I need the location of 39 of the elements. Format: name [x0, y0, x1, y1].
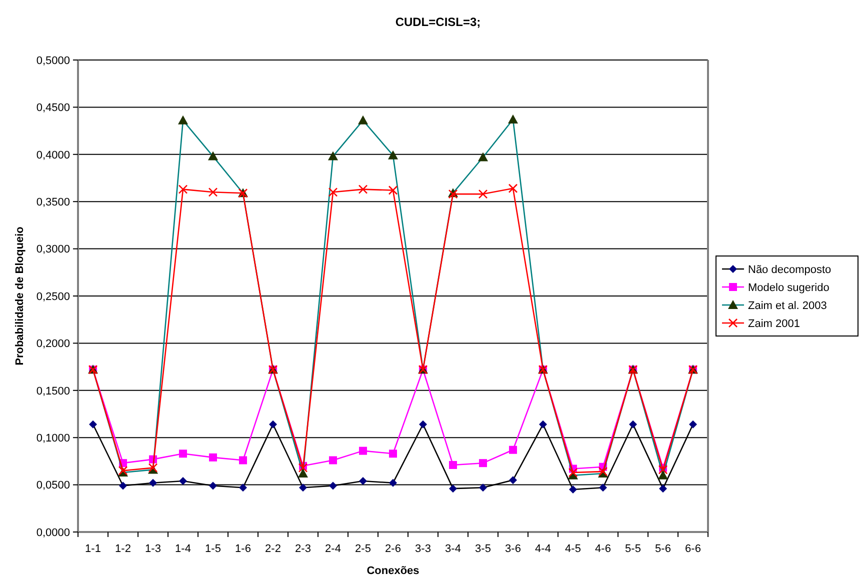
x-tick-label: 2-3: [295, 543, 311, 555]
x-tick-label: 4-6: [595, 543, 611, 555]
x-tick-label: 5-6: [655, 543, 671, 555]
y-tick-label: 0,3000: [36, 244, 70, 256]
x-tick-label: 1-4: [175, 543, 191, 555]
x-tick-label: 3-4: [445, 543, 461, 555]
x-tick-label: 1-3: [145, 543, 161, 555]
x-tick-label: 2-2: [265, 543, 281, 555]
x-tick-label: 1-1: [85, 543, 101, 555]
y-tick-label: 0,4500: [36, 102, 70, 114]
y-tick-label: 0,2500: [36, 290, 70, 303]
legend-label: Modelo sugerido: [748, 282, 830, 294]
x-tick-label: 3-6: [505, 543, 521, 555]
x-tick-label: 2-5: [355, 543, 371, 555]
legend-label: Zaim 2001: [748, 318, 800, 330]
x-tick-label: 2-6: [385, 543, 401, 555]
x-tick-label: 6-6: [685, 543, 701, 555]
x-tick-label: 1-2: [115, 543, 131, 555]
x-tick-label: 3-3: [415, 543, 431, 555]
y-tick-label: 0,2000: [36, 338, 70, 350]
x-tick-label: 3-5: [475, 543, 491, 555]
x-tick-label: 4-4: [535, 543, 551, 555]
y-tick-label: 0,0000: [36, 526, 70, 539]
x-tick-label: 4-5: [565, 543, 581, 555]
y-tick-label: 0,0500: [36, 480, 70, 492]
x-tick-label: 1-5: [205, 543, 221, 555]
y-tick-label: 0,5000: [36, 54, 70, 67]
x-axis-title: Conexões: [366, 565, 420, 577]
chart-title: CUDL=CISL=3;: [395, 15, 481, 29]
x-tick-label: 5-5: [625, 543, 641, 555]
y-tick-label: 0,1000: [36, 432, 70, 444]
y-tick-label: 0,4000: [36, 149, 70, 162]
y-tick-label: 0,3500: [36, 196, 70, 208]
x-tick-label: 1-6: [235, 543, 251, 555]
legend-label: Zaim et al. 2003: [748, 300, 827, 312]
y-axis-title: Probabilidade de Bloqueio: [14, 226, 26, 366]
legend-label: Não decomposto: [748, 264, 832, 276]
x-tick-label: 2-4: [325, 543, 341, 555]
y-tick-label: 0,1500: [36, 385, 70, 398]
